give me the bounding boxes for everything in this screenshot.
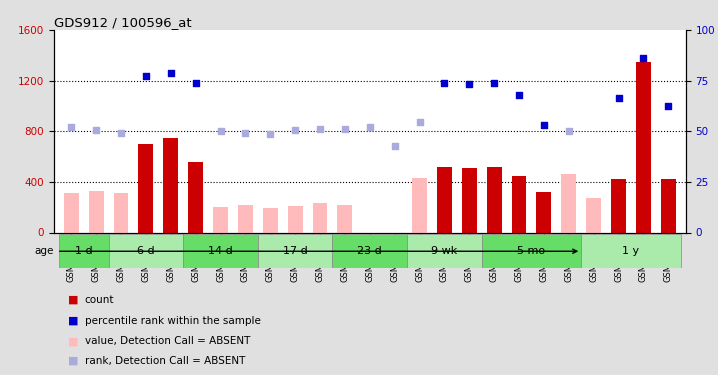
Bar [337, 205, 353, 232]
Bar [561, 174, 577, 232]
Bar [407, 234, 482, 268]
Bar [213, 207, 228, 232]
Point [612, 95, 624, 101]
Bar [89, 191, 103, 232]
Bar [163, 138, 178, 232]
Bar [263, 209, 278, 232]
Bar [661, 179, 676, 232]
Text: ■: ■ [68, 316, 79, 326]
Bar [332, 234, 407, 268]
Point [190, 80, 201, 86]
Text: GDS912 / 100596_at: GDS912 / 100596_at [54, 16, 192, 29]
Bar [59, 234, 108, 268]
Point [663, 103, 674, 109]
Bar [511, 176, 526, 232]
Text: 6 d: 6 d [137, 246, 154, 256]
Bar [288, 206, 302, 232]
Text: ■: ■ [68, 336, 79, 346]
Bar [462, 168, 477, 232]
Text: 5 mo: 5 mo [518, 246, 546, 256]
Bar [108, 234, 183, 268]
Text: count: count [85, 295, 114, 305]
Point [264, 131, 276, 137]
Bar [581, 234, 681, 268]
Point [289, 127, 301, 133]
Bar [412, 178, 427, 232]
Bar [312, 203, 327, 232]
Point [140, 73, 151, 79]
Text: 23 d: 23 d [358, 246, 382, 256]
Point [116, 129, 127, 135]
Text: ■: ■ [68, 295, 79, 305]
Bar [238, 205, 253, 232]
Bar [536, 192, 551, 232]
Text: 14 d: 14 d [208, 246, 233, 256]
Bar [611, 179, 626, 232]
Text: 9 wk: 9 wk [432, 246, 457, 256]
Point [165, 70, 177, 76]
Point [563, 128, 574, 134]
Bar [183, 234, 258, 268]
Text: 1 y: 1 y [623, 246, 640, 256]
Bar [64, 193, 79, 232]
Text: value, Detection Call = ABSENT: value, Detection Call = ABSENT [85, 336, 250, 346]
Point [513, 92, 525, 98]
Point [638, 55, 649, 61]
Bar [482, 234, 581, 268]
Point [364, 124, 376, 130]
Point [215, 128, 226, 134]
Point [464, 81, 475, 87]
Text: ■: ■ [68, 356, 79, 366]
Bar [487, 166, 502, 232]
Point [538, 122, 550, 128]
Text: rank, Detection Call = ABSENT: rank, Detection Call = ABSENT [85, 356, 245, 366]
Bar [113, 193, 129, 232]
Point [488, 80, 500, 86]
Point [439, 80, 450, 86]
Bar [188, 162, 203, 232]
Point [339, 126, 350, 132]
Point [240, 129, 251, 135]
Bar [139, 144, 154, 232]
Bar [437, 166, 452, 232]
Text: 17 d: 17 d [283, 246, 307, 256]
Text: age: age [34, 246, 577, 256]
Bar [586, 198, 601, 232]
Point [414, 119, 425, 125]
Point [90, 127, 102, 133]
Point [314, 126, 326, 132]
Point [65, 124, 77, 130]
Point [389, 144, 401, 150]
Bar [258, 234, 332, 268]
Bar [636, 62, 651, 232]
Text: percentile rank within the sample: percentile rank within the sample [85, 316, 261, 326]
Text: 1 d: 1 d [75, 246, 93, 256]
